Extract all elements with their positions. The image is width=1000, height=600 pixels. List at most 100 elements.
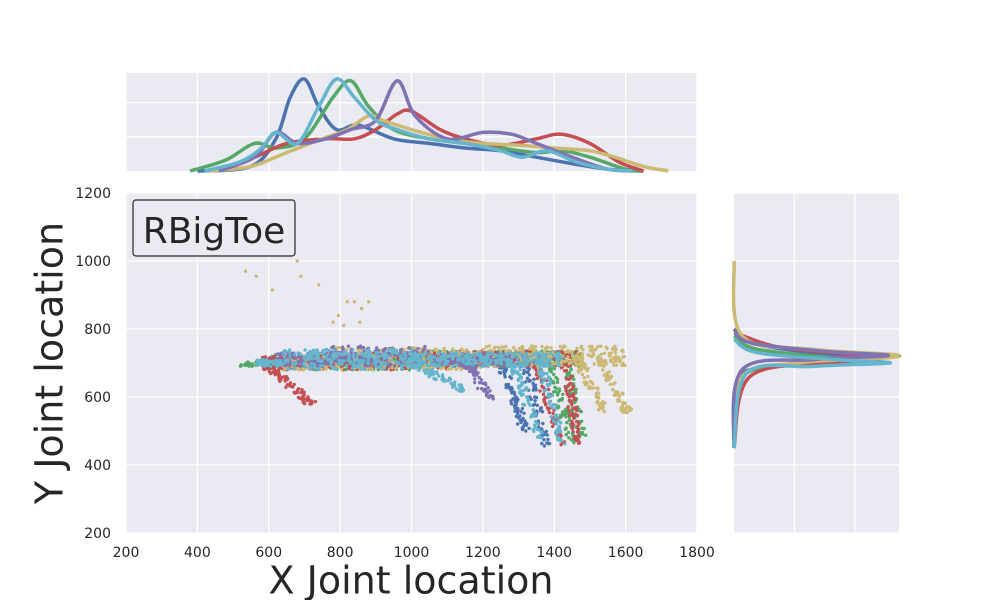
- scatter-point: [473, 380, 477, 385]
- scatter-point: [308, 365, 312, 370]
- scatter-point: [503, 373, 507, 377]
- scatter-point: [532, 352, 536, 356]
- scatter-point: [302, 364, 307, 368]
- scatter-point: [305, 398, 309, 403]
- outlier-point: [342, 323, 346, 328]
- scatter-point: [302, 397, 306, 401]
- scatter-point: [518, 351, 522, 356]
- scatter-point: [559, 355, 563, 359]
- x-tick-label: 600: [255, 545, 282, 561]
- scatter-point: [321, 351, 325, 356]
- scatter-point: [557, 387, 562, 391]
- scatter-point: [509, 364, 513, 369]
- scatter-point: [539, 406, 543, 410]
- scatter-point: [446, 367, 451, 371]
- scatter-point: [602, 351, 606, 355]
- scatter-point: [315, 348, 319, 352]
- scatter-point: [575, 430, 580, 434]
- scatter-point: [489, 360, 493, 364]
- scatter-point: [460, 386, 464, 390]
- scatter-point: [513, 406, 517, 410]
- scatter-point: [347, 354, 352, 359]
- scatter-point: [531, 381, 535, 386]
- scatter-point: [459, 383, 464, 387]
- scatter-point: [476, 386, 480, 391]
- scatter-point: [398, 351, 402, 355]
- scatter-point: [549, 346, 553, 350]
- scatter-point: [439, 366, 443, 371]
- scatter-point: [522, 368, 526, 372]
- scatter-point: [511, 355, 516, 359]
- scatter-point: [535, 422, 540, 426]
- scatter-point: [552, 381, 556, 385]
- scatter-point: [552, 372, 556, 377]
- scatter-point: [378, 366, 382, 370]
- scatter-point: [424, 352, 428, 356]
- scatter-point: [518, 385, 522, 389]
- scatter-point: [564, 426, 568, 430]
- scatter-point: [579, 409, 583, 414]
- scatter-point: [466, 352, 470, 356]
- scatter-point: [582, 363, 586, 367]
- scatter-point: [488, 389, 492, 393]
- scatter-point: [496, 345, 501, 350]
- scatter-point: [529, 346, 533, 351]
- scatter-point: [512, 345, 516, 350]
- scatter-point: [413, 351, 417, 355]
- scatter-point: [608, 358, 613, 362]
- scatter-point: [529, 415, 533, 419]
- scatter-point: [482, 387, 486, 392]
- scatter-point: [288, 354, 292, 358]
- scatter-point: [613, 351, 618, 355]
- scatter-point: [377, 359, 381, 364]
- scatter-point: [600, 406, 605, 411]
- scatter-point: [596, 344, 600, 349]
- scatter-point: [320, 358, 325, 363]
- scatter-point: [296, 387, 301, 391]
- scatter-point: [520, 380, 524, 384]
- scatter-point: [267, 370, 272, 374]
- scatter-point: [587, 386, 591, 391]
- scatter-point: [533, 402, 537, 407]
- scatter-point: [609, 374, 614, 379]
- scatter-point: [413, 355, 417, 359]
- scatter-point: [440, 354, 444, 359]
- scatter-point: [580, 372, 585, 377]
- scatter-point: [387, 348, 391, 352]
- scatter-point: [540, 431, 544, 435]
- scatter-point: [525, 376, 530, 380]
- scatter-point: [556, 404, 560, 408]
- scatter-point: [569, 400, 574, 404]
- scatter-point: [402, 348, 407, 352]
- scatter-point: [388, 362, 393, 367]
- scatter-point: [299, 390, 303, 395]
- scatter-point: [516, 415, 520, 419]
- scatter-point: [588, 354, 593, 358]
- scatter-point: [564, 415, 568, 419]
- scatter-point: [347, 352, 351, 356]
- scatter-point: [524, 357, 528, 362]
- scatter-point: [471, 363, 475, 367]
- scatter-point: [601, 368, 605, 372]
- scatter-point: [575, 413, 580, 417]
- scatter-point: [347, 365, 352, 369]
- scatter-point: [259, 361, 263, 366]
- scatter-point: [553, 407, 558, 411]
- scatter-point: [357, 364, 361, 368]
- scatter-point: [463, 355, 467, 359]
- scatter-point: [527, 373, 532, 377]
- scatter-point: [350, 348, 355, 352]
- scatter-point: [492, 346, 496, 350]
- scatter-point: [521, 357, 525, 361]
- scatter-point: [571, 386, 575, 390]
- scatter-point: [335, 355, 339, 359]
- scatter-point: [472, 352, 476, 356]
- scatter-point: [566, 355, 570, 359]
- scatter-point: [435, 371, 439, 376]
- scatter-point: [455, 354, 459, 358]
- scatter-point: [344, 364, 348, 368]
- scatter-point: [262, 364, 267, 368]
- scatter-point: [332, 356, 336, 361]
- scatter-point: [532, 365, 536, 370]
- scatter-point: [409, 351, 414, 355]
